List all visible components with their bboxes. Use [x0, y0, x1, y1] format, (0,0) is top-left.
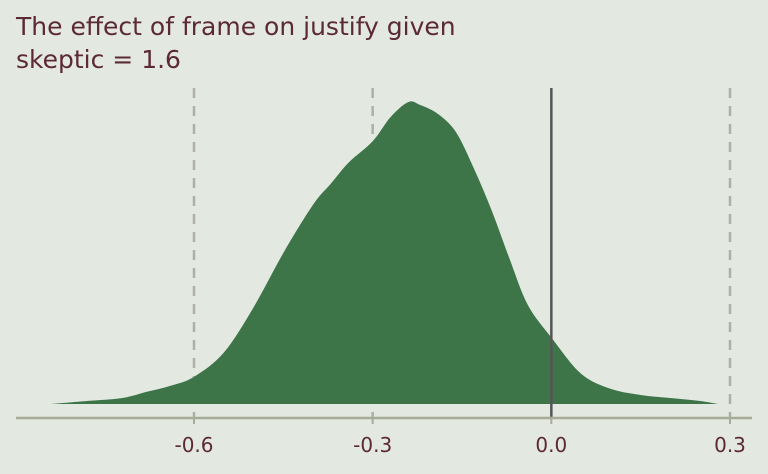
chart-title-line-1: The effect of frame on justify given [16, 12, 456, 41]
x-tick-label-0: -0.6 [174, 433, 213, 457]
x-tick-label-3: 0.3 [714, 433, 746, 457]
chart-title-line-2: skeptic = 1.6 [16, 45, 181, 74]
x-tick-label-2: 0.0 [535, 433, 567, 457]
density-area [51, 101, 719, 405]
chart-title: The effect of frame on justify given ske… [16, 10, 456, 76]
x-tick-label-1: -0.3 [353, 433, 392, 457]
